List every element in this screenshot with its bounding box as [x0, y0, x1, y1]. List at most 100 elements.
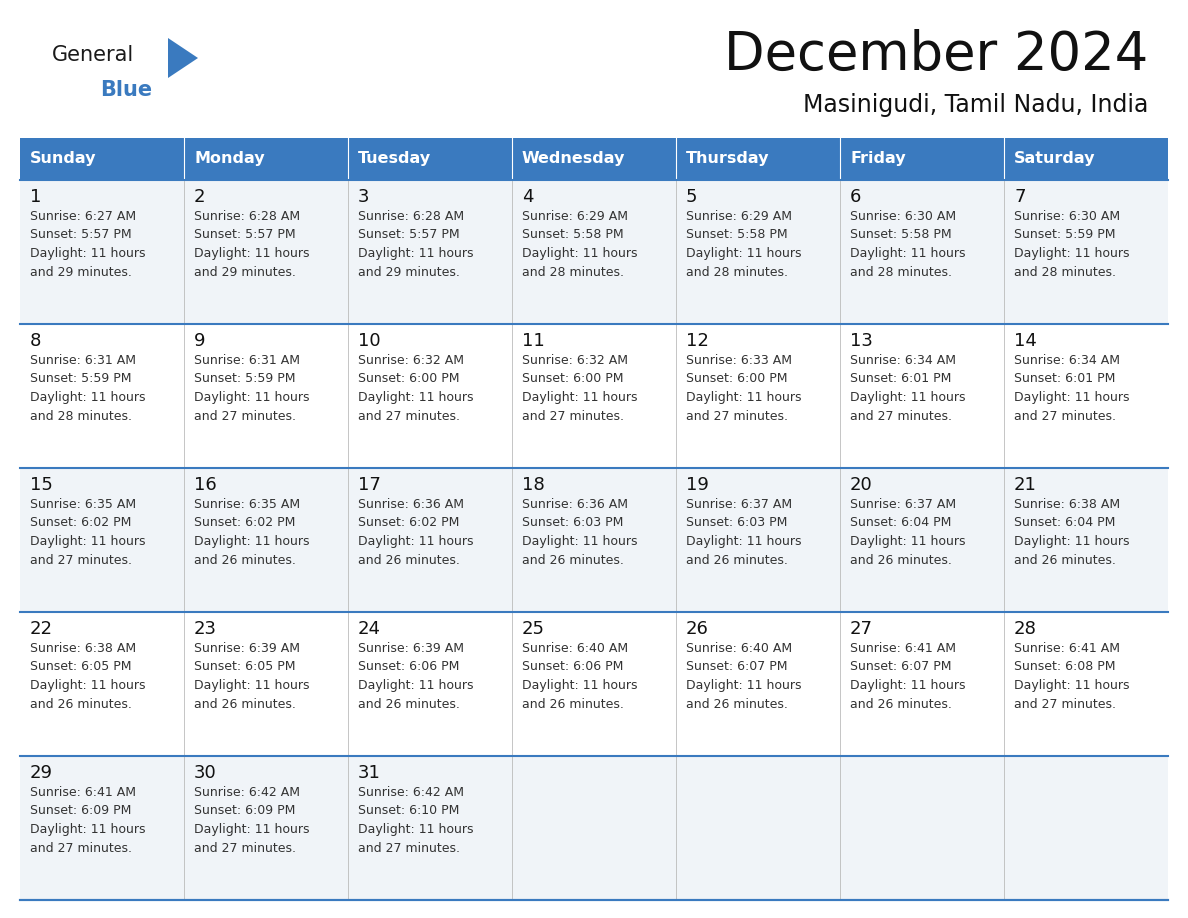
Text: and 27 minutes.: and 27 minutes.: [849, 409, 952, 422]
Text: Daylight: 11 hours: Daylight: 11 hours: [685, 391, 802, 404]
Text: and 29 minutes.: and 29 minutes.: [30, 265, 132, 278]
Text: Sunset: 5:57 PM: Sunset: 5:57 PM: [358, 229, 460, 241]
Text: and 26 minutes.: and 26 minutes.: [358, 554, 460, 566]
Text: Blue: Blue: [100, 80, 152, 100]
Text: Sunset: 6:05 PM: Sunset: 6:05 PM: [194, 660, 296, 674]
Text: Wednesday: Wednesday: [522, 151, 625, 166]
Bar: [20, 138, 184, 180]
Text: Daylight: 11 hours: Daylight: 11 hours: [522, 247, 638, 260]
Text: Sunrise: 6:34 AM: Sunrise: 6:34 AM: [1015, 354, 1120, 367]
Text: Sunset: 5:58 PM: Sunset: 5:58 PM: [522, 229, 624, 241]
Text: Monday: Monday: [194, 151, 265, 166]
Text: Sunset: 6:08 PM: Sunset: 6:08 PM: [1015, 660, 1116, 674]
Text: Daylight: 11 hours: Daylight: 11 hours: [194, 823, 310, 836]
Text: 19: 19: [685, 476, 709, 494]
Text: Daylight: 11 hours: Daylight: 11 hours: [685, 535, 802, 548]
Text: and 26 minutes.: and 26 minutes.: [30, 698, 132, 711]
Polygon shape: [168, 38, 198, 78]
Text: 20: 20: [849, 476, 873, 494]
Text: 22: 22: [30, 620, 53, 638]
Text: Daylight: 11 hours: Daylight: 11 hours: [1015, 391, 1130, 404]
Text: Tuesday: Tuesday: [358, 151, 431, 166]
Text: Daylight: 11 hours: Daylight: 11 hours: [1015, 679, 1130, 692]
Text: and 29 minutes.: and 29 minutes.: [358, 265, 460, 278]
Text: and 27 minutes.: and 27 minutes.: [685, 409, 788, 422]
Text: Sunset: 6:07 PM: Sunset: 6:07 PM: [849, 660, 952, 674]
Text: 17: 17: [358, 476, 381, 494]
Text: and 26 minutes.: and 26 minutes.: [849, 554, 952, 566]
Text: Daylight: 11 hours: Daylight: 11 hours: [30, 391, 145, 404]
Bar: [676, 138, 840, 180]
Text: Sunset: 6:00 PM: Sunset: 6:00 PM: [358, 373, 460, 386]
Text: Sunrise: 6:42 AM: Sunrise: 6:42 AM: [194, 786, 301, 799]
Text: 31: 31: [358, 764, 381, 782]
Text: Sunrise: 6:28 AM: Sunrise: 6:28 AM: [358, 210, 465, 223]
Bar: [20, 468, 1168, 612]
Text: Friday: Friday: [849, 151, 905, 166]
Text: and 28 minutes.: and 28 minutes.: [522, 265, 624, 278]
Text: Daylight: 11 hours: Daylight: 11 hours: [358, 679, 474, 692]
Text: Daylight: 11 hours: Daylight: 11 hours: [194, 679, 310, 692]
Text: Sunset: 5:59 PM: Sunset: 5:59 PM: [194, 373, 296, 386]
Text: 25: 25: [522, 620, 545, 638]
Text: Sunset: 6:09 PM: Sunset: 6:09 PM: [194, 804, 296, 818]
Text: and 27 minutes.: and 27 minutes.: [1015, 409, 1116, 422]
Text: Sunrise: 6:30 AM: Sunrise: 6:30 AM: [1015, 210, 1120, 223]
Text: and 28 minutes.: and 28 minutes.: [685, 265, 788, 278]
Text: 5: 5: [685, 188, 697, 206]
Text: Daylight: 11 hours: Daylight: 11 hours: [1015, 247, 1130, 260]
Text: Sunrise: 6:40 AM: Sunrise: 6:40 AM: [522, 642, 628, 655]
Bar: [20, 612, 1168, 756]
Text: Saturday: Saturday: [1015, 151, 1095, 166]
Text: Sunrise: 6:30 AM: Sunrise: 6:30 AM: [849, 210, 956, 223]
Text: 14: 14: [1015, 332, 1037, 350]
Text: Sunrise: 6:35 AM: Sunrise: 6:35 AM: [194, 498, 301, 511]
Text: and 27 minutes.: and 27 minutes.: [30, 554, 132, 566]
Text: Sunset: 6:01 PM: Sunset: 6:01 PM: [849, 373, 952, 386]
Text: Sunset: 6:04 PM: Sunset: 6:04 PM: [1015, 517, 1116, 530]
Text: 26: 26: [685, 620, 709, 638]
Text: Masinigudi, Tamil Nadu, India: Masinigudi, Tamil Nadu, India: [803, 93, 1148, 117]
Text: and 26 minutes.: and 26 minutes.: [522, 698, 624, 711]
Text: and 28 minutes.: and 28 minutes.: [1015, 265, 1116, 278]
Text: and 26 minutes.: and 26 minutes.: [522, 554, 624, 566]
Text: 30: 30: [194, 764, 216, 782]
Text: and 26 minutes.: and 26 minutes.: [194, 554, 296, 566]
Text: Sunset: 6:06 PM: Sunset: 6:06 PM: [358, 660, 460, 674]
Bar: [348, 138, 512, 180]
Text: Sunrise: 6:35 AM: Sunrise: 6:35 AM: [30, 498, 137, 511]
Text: Daylight: 11 hours: Daylight: 11 hours: [30, 535, 145, 548]
Text: Sunrise: 6:41 AM: Sunrise: 6:41 AM: [849, 642, 956, 655]
Text: 28: 28: [1015, 620, 1037, 638]
Text: Sunset: 6:00 PM: Sunset: 6:00 PM: [685, 373, 788, 386]
Text: Sunset: 6:06 PM: Sunset: 6:06 PM: [522, 660, 624, 674]
Text: Sunset: 6:02 PM: Sunset: 6:02 PM: [30, 517, 132, 530]
Text: and 27 minutes.: and 27 minutes.: [522, 409, 624, 422]
Text: Sunset: 6:10 PM: Sunset: 6:10 PM: [358, 804, 460, 818]
Text: Sunset: 6:02 PM: Sunset: 6:02 PM: [358, 517, 460, 530]
Text: Sunrise: 6:32 AM: Sunrise: 6:32 AM: [522, 354, 628, 367]
Text: Sunset: 6:05 PM: Sunset: 6:05 PM: [30, 660, 132, 674]
Text: and 27 minutes.: and 27 minutes.: [1015, 698, 1116, 711]
Text: 2: 2: [194, 188, 206, 206]
Text: Sunset: 6:00 PM: Sunset: 6:00 PM: [522, 373, 624, 386]
Text: Daylight: 11 hours: Daylight: 11 hours: [194, 391, 310, 404]
Text: Daylight: 11 hours: Daylight: 11 hours: [358, 535, 474, 548]
Text: 13: 13: [849, 332, 873, 350]
Text: Sunrise: 6:39 AM: Sunrise: 6:39 AM: [358, 642, 465, 655]
Text: Sunrise: 6:27 AM: Sunrise: 6:27 AM: [30, 210, 137, 223]
Text: 1: 1: [30, 188, 42, 206]
Text: and 27 minutes.: and 27 minutes.: [30, 842, 132, 855]
Text: Sunrise: 6:36 AM: Sunrise: 6:36 AM: [358, 498, 465, 511]
Text: 6: 6: [849, 188, 861, 206]
Bar: [184, 138, 348, 180]
Text: Sunrise: 6:31 AM: Sunrise: 6:31 AM: [194, 354, 301, 367]
Text: 9: 9: [194, 332, 206, 350]
Text: Daylight: 11 hours: Daylight: 11 hours: [30, 823, 145, 836]
Text: Sunrise: 6:41 AM: Sunrise: 6:41 AM: [30, 786, 135, 799]
Text: Sunrise: 6:41 AM: Sunrise: 6:41 AM: [1015, 642, 1120, 655]
Text: Sunset: 6:09 PM: Sunset: 6:09 PM: [30, 804, 132, 818]
Bar: [20, 324, 1168, 468]
Text: 24: 24: [358, 620, 381, 638]
Text: Daylight: 11 hours: Daylight: 11 hours: [194, 247, 310, 260]
